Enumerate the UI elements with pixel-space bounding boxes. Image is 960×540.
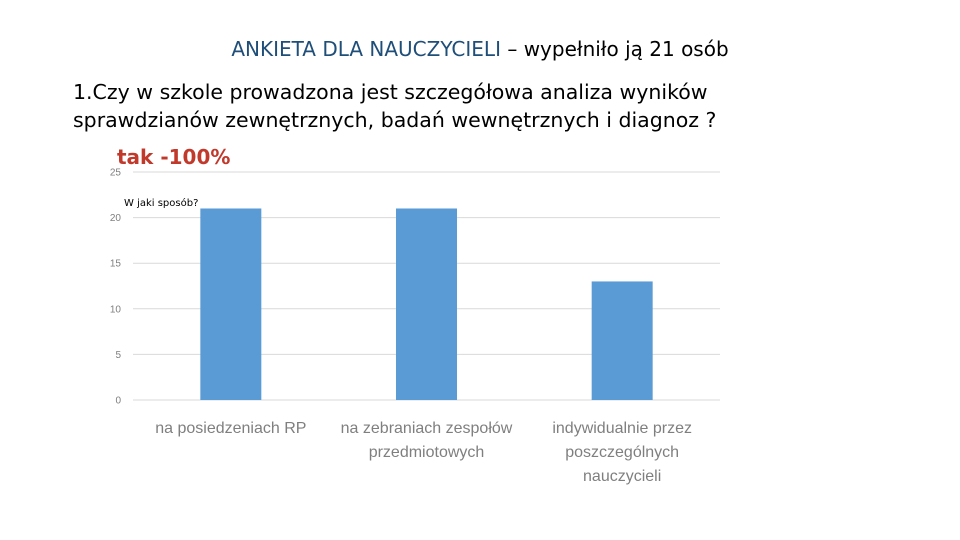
x-axis-labels: na posiedzeniach RP na zebraniach zespołó… bbox=[155, 420, 692, 485]
bar bbox=[200, 208, 262, 400]
y-tick-label: 10 bbox=[110, 304, 122, 315]
question-line-2: sprawdzianów zewnętrznych, badań wewnętr… bbox=[73, 108, 717, 132]
y-tick-label: 20 bbox=[110, 213, 122, 224]
bar bbox=[396, 208, 457, 400]
x-category-label: na zebraniach zespołów przedmiotowych bbox=[341, 420, 513, 461]
y-tick-label: 25 bbox=[110, 168, 122, 179]
followup-question: W jaki sposób? bbox=[124, 198, 199, 209]
bars bbox=[200, 208, 653, 400]
y-tick-label: 15 bbox=[110, 259, 122, 270]
question-text: 1.Czy w szkole prowadzona jest szczegóło… bbox=[73, 78, 933, 134]
page-title: ANKIETA DLA NAUCZYCIELI – wypełniło ją 2… bbox=[0, 36, 960, 62]
bar bbox=[591, 281, 653, 400]
x-category-label-line: indywidualnie przez bbox=[552, 420, 692, 437]
x-category-label: na posiedzeniach RP bbox=[155, 420, 306, 437]
x-category-label-line: nauczycieli bbox=[583, 468, 661, 485]
y-tick-label: 0 bbox=[115, 396, 121, 407]
x-category-label-line: przedmiotowych bbox=[369, 444, 485, 461]
answer-text: tak -100% bbox=[117, 145, 231, 169]
x-category-label-line: poszczególnych bbox=[565, 444, 679, 461]
y-axis-ticks: 0 5 10 15 20 25 bbox=[110, 168, 122, 407]
survey-respondents: – wypełniło ją 21 osób bbox=[500, 37, 729, 61]
x-category-label-line: na posiedzeniach RP bbox=[155, 420, 306, 437]
question-line-1: 1.Czy w szkole prowadzona jest szczegóło… bbox=[73, 80, 708, 104]
survey-title: ANKIETA DLA NAUCZYCIELI bbox=[231, 37, 501, 61]
y-tick-label: 5 bbox=[115, 350, 121, 361]
x-category-label-line: na zebraniach zespołów bbox=[341, 420, 513, 437]
x-category-label: indywidualnie przez poszczególnych nauczyc… bbox=[552, 420, 692, 485]
